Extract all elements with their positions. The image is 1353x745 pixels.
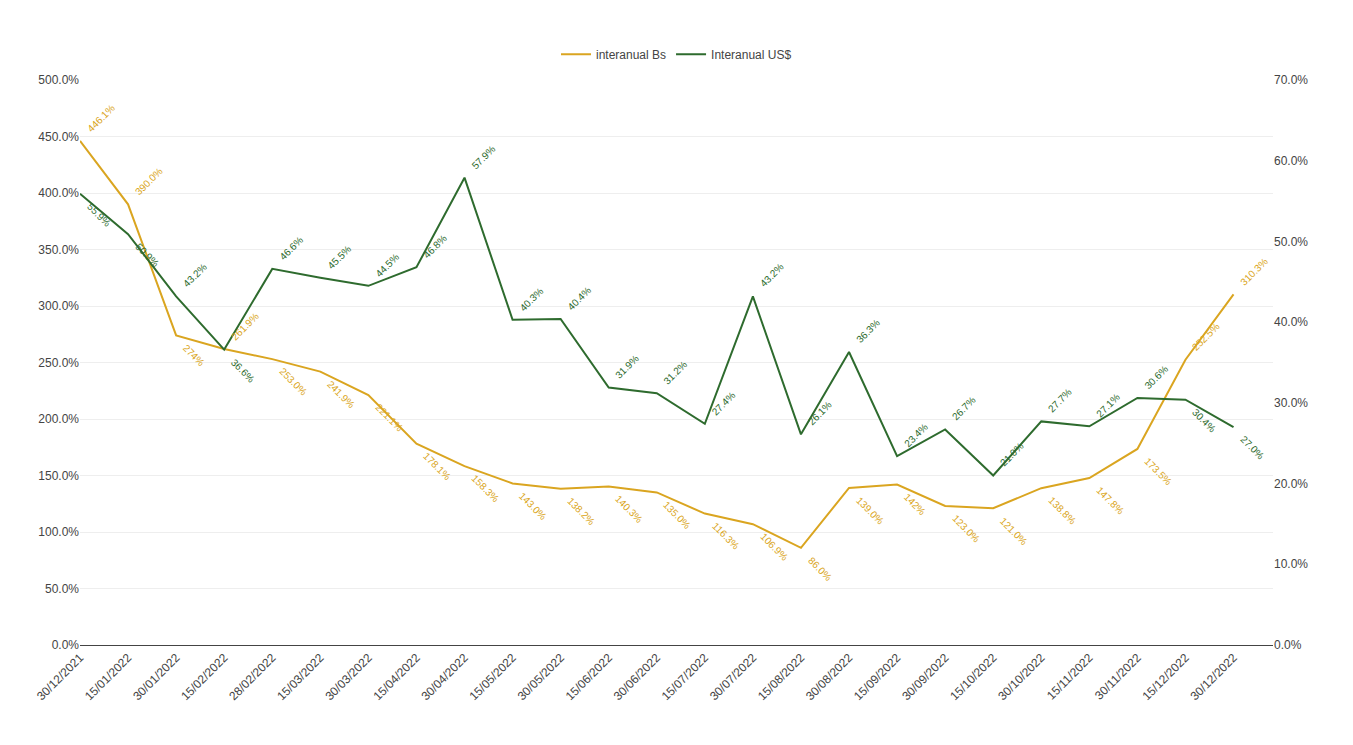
svg-text:50.9%: 50.9% bbox=[133, 241, 161, 269]
svg-text:250.0%: 250.0% bbox=[38, 356, 79, 370]
svg-text:27.4%: 27.4% bbox=[710, 390, 738, 418]
svg-text:15/07/2022: 15/07/2022 bbox=[659, 651, 712, 704]
svg-text:44.5%: 44.5% bbox=[373, 251, 401, 279]
svg-text:100.0%: 100.0% bbox=[38, 525, 79, 539]
svg-text:30/10/2022: 30/10/2022 bbox=[995, 651, 1048, 704]
svg-text:30.0%: 30.0% bbox=[1274, 396, 1308, 410]
svg-text:43.2%: 43.2% bbox=[181, 261, 209, 289]
svg-text:116.3%: 116.3% bbox=[710, 520, 741, 551]
svg-text:30/11/2022: 30/11/2022 bbox=[1092, 651, 1144, 703]
svg-text:310.3%: 310.3% bbox=[1238, 256, 1270, 288]
svg-text:23.4%: 23.4% bbox=[902, 421, 930, 449]
svg-text:55.9%: 55.9% bbox=[85, 201, 113, 229]
svg-text:0.0%: 0.0% bbox=[52, 638, 80, 652]
svg-text:450.0%: 450.0% bbox=[38, 130, 79, 144]
svg-text:140.3%: 140.3% bbox=[613, 493, 645, 525]
svg-text:31.9%: 31.9% bbox=[613, 353, 641, 381]
svg-text:350.0%: 350.0% bbox=[38, 243, 79, 257]
svg-text:36.3%: 36.3% bbox=[854, 317, 882, 345]
svg-text:40.4%: 40.4% bbox=[565, 284, 593, 312]
svg-text:27.1%: 27.1% bbox=[1094, 391, 1122, 419]
svg-text:135.0%: 135.0% bbox=[661, 499, 693, 531]
svg-text:15/08/2022: 15/08/2022 bbox=[755, 651, 808, 704]
svg-text:138.8%: 138.8% bbox=[1046, 495, 1078, 527]
svg-text:142%: 142% bbox=[902, 491, 928, 517]
svg-text:60.0%: 60.0% bbox=[1274, 154, 1308, 168]
svg-text:30.6%: 30.6% bbox=[1142, 363, 1170, 391]
svg-text:15/09/2022: 15/09/2022 bbox=[851, 651, 904, 704]
svg-text:500.0%: 500.0% bbox=[38, 73, 79, 87]
svg-text:150.0%: 150.0% bbox=[38, 469, 79, 483]
svg-text:173.5%: 173.5% bbox=[1142, 456, 1174, 488]
svg-text:253.0%: 253.0% bbox=[277, 366, 309, 398]
svg-text:0.0%: 0.0% bbox=[1274, 638, 1302, 652]
svg-text:31.2%: 31.2% bbox=[661, 359, 689, 387]
svg-text:30/12/2022: 30/12/2022 bbox=[1188, 651, 1241, 704]
svg-text:121.0%: 121.0% bbox=[998, 515, 1030, 547]
svg-text:15/10/2022: 15/10/2022 bbox=[947, 651, 1000, 704]
svg-text:46.8%: 46.8% bbox=[421, 232, 449, 260]
svg-text:241.9%: 241.9% bbox=[325, 379, 357, 411]
svg-text:21.0%: 21.0% bbox=[998, 440, 1026, 468]
svg-text:36.6%: 36.6% bbox=[229, 357, 257, 385]
svg-text:390.0%: 390.0% bbox=[133, 165, 165, 197]
svg-text:30/08/2022: 30/08/2022 bbox=[803, 651, 856, 704]
svg-text:178.1%: 178.1% bbox=[421, 450, 453, 482]
svg-text:30/09/2022: 30/09/2022 bbox=[899, 651, 952, 704]
svg-text:10.0%: 10.0% bbox=[1274, 557, 1308, 571]
svg-text:26.7%: 26.7% bbox=[950, 394, 978, 422]
svg-text:274%: 274% bbox=[181, 342, 207, 368]
svg-text:interanual Bs: interanual Bs bbox=[596, 48, 666, 62]
svg-text:43.2%: 43.2% bbox=[758, 261, 786, 289]
svg-text:30/05/2022: 30/05/2022 bbox=[515, 651, 568, 704]
svg-text:30/06/2022: 30/06/2022 bbox=[611, 651, 664, 704]
svg-text:45.5%: 45.5% bbox=[325, 243, 353, 271]
svg-text:15/12/2022: 15/12/2022 bbox=[1139, 651, 1192, 704]
svg-text:15/01/2022: 15/01/2022 bbox=[82, 651, 135, 704]
svg-text:30/04/2022: 30/04/2022 bbox=[419, 651, 472, 704]
svg-text:15/04/2022: 15/04/2022 bbox=[370, 651, 423, 704]
svg-text:400.0%: 400.0% bbox=[38, 186, 79, 200]
svg-text:86.0%: 86.0% bbox=[806, 555, 834, 583]
svg-text:40.3%: 40.3% bbox=[518, 285, 546, 313]
svg-text:139.0%: 139.0% bbox=[854, 495, 886, 527]
svg-text:143.0%: 143.0% bbox=[517, 490, 549, 522]
svg-text:446.1%: 446.1% bbox=[85, 102, 117, 134]
svg-text:20.0%: 20.0% bbox=[1274, 477, 1308, 491]
svg-text:26.1%: 26.1% bbox=[806, 399, 834, 427]
svg-text:15/05/2022: 15/05/2022 bbox=[467, 651, 520, 704]
svg-text:Interanual US$: Interanual US$ bbox=[711, 48, 791, 62]
svg-text:15/02/2022: 15/02/2022 bbox=[178, 651, 231, 704]
svg-text:221.1%: 221.1% bbox=[373, 402, 405, 434]
svg-text:70.0%: 70.0% bbox=[1274, 73, 1308, 87]
svg-text:158.3%: 158.3% bbox=[469, 473, 501, 505]
svg-text:15/03/2022: 15/03/2022 bbox=[274, 651, 327, 704]
svg-text:46.6%: 46.6% bbox=[277, 234, 305, 262]
svg-text:30/12/2021: 30/12/2021 bbox=[34, 651, 87, 704]
svg-text:30/01/2022: 30/01/2022 bbox=[130, 651, 183, 704]
svg-text:30.4%: 30.4% bbox=[1190, 407, 1218, 435]
svg-text:57.9%: 57.9% bbox=[470, 143, 498, 171]
svg-text:200.0%: 200.0% bbox=[38, 412, 79, 426]
svg-text:123.0%: 123.0% bbox=[950, 513, 982, 545]
svg-text:15/06/2022: 15/06/2022 bbox=[563, 651, 616, 704]
svg-text:261.9%: 261.9% bbox=[229, 310, 261, 342]
svg-text:40.0%: 40.0% bbox=[1274, 315, 1308, 329]
svg-text:50.0%: 50.0% bbox=[45, 582, 79, 596]
svg-text:252.5%: 252.5% bbox=[1190, 321, 1222, 353]
svg-text:106.9%: 106.9% bbox=[758, 531, 790, 563]
svg-text:147.8%: 147.8% bbox=[1094, 485, 1126, 517]
svg-text:50.0%: 50.0% bbox=[1274, 235, 1308, 249]
svg-text:138.2%: 138.2% bbox=[565, 495, 597, 527]
svg-text:28/02/2022: 28/02/2022 bbox=[226, 651, 279, 704]
svg-text:27.7%: 27.7% bbox=[1046, 386, 1074, 414]
svg-text:300.0%: 300.0% bbox=[38, 299, 79, 313]
svg-text:27.0%: 27.0% bbox=[1238, 434, 1266, 462]
svg-text:30/03/2022: 30/03/2022 bbox=[322, 651, 375, 704]
svg-text:30/07/2022: 30/07/2022 bbox=[707, 651, 760, 704]
svg-text:15/11/2022: 15/11/2022 bbox=[1044, 651, 1096, 703]
